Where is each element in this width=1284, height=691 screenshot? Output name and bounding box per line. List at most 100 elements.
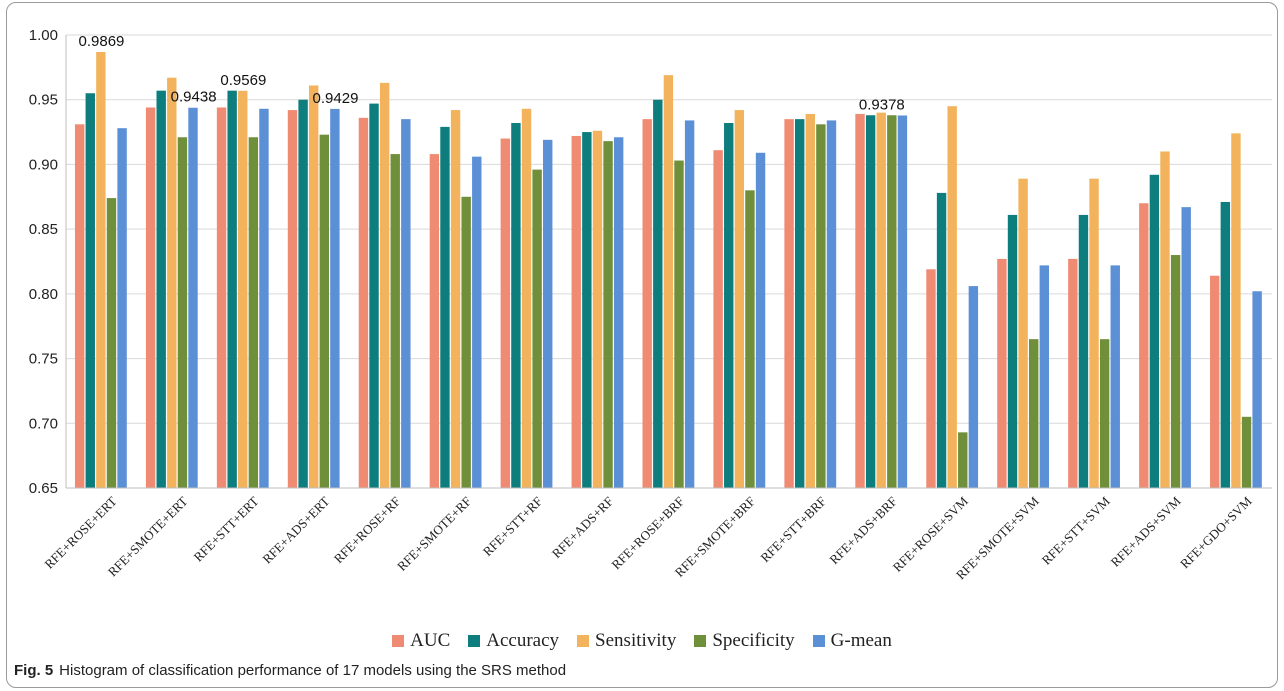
bar-g-mean (472, 156, 482, 489)
legend-label: G-mean (830, 630, 892, 651)
bar-sensitivity (1160, 151, 1170, 488)
bar-accuracy (724, 123, 734, 489)
bar-sensitivity (450, 110, 461, 488)
data-label: 0.9869 (79, 33, 125, 50)
y-tick-label: 0.80 (29, 286, 58, 303)
bar-specificity (461, 196, 471, 489)
bar-g-mean (117, 128, 127, 488)
bar-accuracy (227, 90, 237, 488)
x-tick-label: RFE+STT+ERT (190, 493, 261, 564)
bar-sensitivity (238, 90, 248, 488)
bar-g-mean (188, 107, 198, 488)
bar-sensitivity (592, 130, 603, 488)
legend-swatch (392, 635, 405, 647)
legend-swatch (577, 635, 590, 647)
bar-accuracy (653, 99, 663, 488)
bar-accuracy (794, 119, 805, 488)
bar-specificity (1170, 255, 1181, 488)
bar-g-mean (259, 108, 269, 488)
legend-swatch (468, 635, 481, 647)
bar-accuracy (936, 192, 947, 488)
bar-specificity (816, 124, 826, 488)
x-tick-label: RFE+ADS+RF (549, 494, 616, 561)
bar-sensitivity (876, 112, 886, 489)
bar-sensitivity (96, 51, 106, 489)
bar-sensitivity (1231, 133, 1241, 488)
data-label: 0.9378 (859, 97, 905, 114)
x-tick-label: RFE+STT+RF (480, 494, 545, 559)
bar-accuracy (1007, 214, 1018, 489)
data-label: 0.9438 (171, 89, 217, 106)
bar-accuracy (1220, 201, 1231, 488)
bar-g-mean (1110, 265, 1120, 488)
caption-label: Fig. 5 (14, 662, 54, 679)
bar-sensitivity (308, 85, 319, 488)
legend-label: Specificity (712, 630, 795, 651)
bar-accuracy (582, 132, 592, 489)
x-tick-label: RFE+ROSE+ERT (41, 493, 119, 571)
bar-auc (429, 154, 440, 488)
bar-specificity (958, 432, 968, 488)
legend-label: Sensitivity (595, 630, 677, 651)
bar-auc (713, 150, 723, 489)
legend-swatch (812, 635, 825, 647)
y-tick-label: 0.70 (29, 415, 58, 432)
bar-sensitivity (1018, 178, 1028, 488)
data-label: 0.9429 (313, 90, 359, 107)
bar-sensitivity (521, 108, 532, 488)
figure-frame (6, 2, 1278, 688)
bar-g-mean (330, 108, 340, 488)
bar-specificity (532, 169, 542, 488)
y-tick-label: 0.95 (29, 92, 58, 109)
x-tick-label: RFE+ROSE+RF (331, 494, 404, 567)
bar-auc (1068, 258, 1078, 488)
y-tick-label: 0.75 (29, 351, 58, 368)
bar-auc (145, 107, 156, 488)
bar-accuracy (369, 103, 379, 489)
data-label: 0.9569 (220, 72, 266, 89)
bar-specificity (248, 137, 259, 488)
bar-g-mean (755, 152, 766, 488)
bar-specificity (603, 141, 613, 489)
y-tick-label: 0.90 (29, 156, 58, 173)
y-tick-label: 0.65 (29, 480, 58, 497)
x-tick-label: RFE+ROSE+BRF (608, 494, 687, 573)
bar-g-mean (897, 115, 908, 488)
bar-g-mean (1039, 265, 1050, 488)
bar-accuracy (1149, 174, 1160, 489)
x-tick-label: RFE+ADS+BRF (826, 494, 900, 568)
bar-chart: 0.65 0.70 0.75 0.80 0.85 0.90 0.95 1.00 RFE+ROS… (29, 27, 1272, 582)
x-tick-label: RFE+STT+SVM (1039, 493, 1113, 567)
bar-auc (855, 113, 865, 489)
bar-specificity (887, 115, 897, 488)
figure-caption: Fig. 5 Histogram of classification perfor… (14, 662, 566, 679)
legend-item: Specificity (694, 630, 795, 652)
bar-auc (997, 258, 1007, 488)
bar-sensitivity (663, 75, 674, 488)
bar-sensitivity (947, 106, 957, 488)
x-tick-label: RFE+SMOTE+ERT (105, 493, 191, 579)
bar-accuracy (1078, 214, 1089, 489)
legend-label: Accuracy (486, 630, 560, 651)
bar-specificity (390, 154, 400, 488)
bar-auc (926, 269, 936, 488)
bar-sensitivity (734, 110, 745, 488)
y-tick-label: 0.85 (29, 221, 58, 238)
bar-accuracy (865, 115, 876, 488)
x-tick-label: RFE+GDO+SVM (1177, 493, 1255, 571)
legend-item: Sensitivity (577, 630, 676, 652)
bar-auc (642, 119, 652, 488)
bar-specificity (177, 137, 188, 488)
legend: AUC Accuracy Sensitivity Specificity G-mean (0, 630, 1284, 652)
bar-accuracy (85, 93, 95, 488)
bar-g-mean (613, 137, 624, 488)
bar-accuracy (440, 126, 450, 488)
y-axis: 0.65 0.70 0.75 0.80 0.85 0.90 0.95 1.00 (29, 27, 67, 497)
bar-specificity (1099, 339, 1110, 488)
bar-auc (1139, 203, 1149, 488)
bar-auc (358, 117, 369, 488)
bar-auc (571, 135, 581, 488)
bar-sensitivity (379, 82, 390, 488)
